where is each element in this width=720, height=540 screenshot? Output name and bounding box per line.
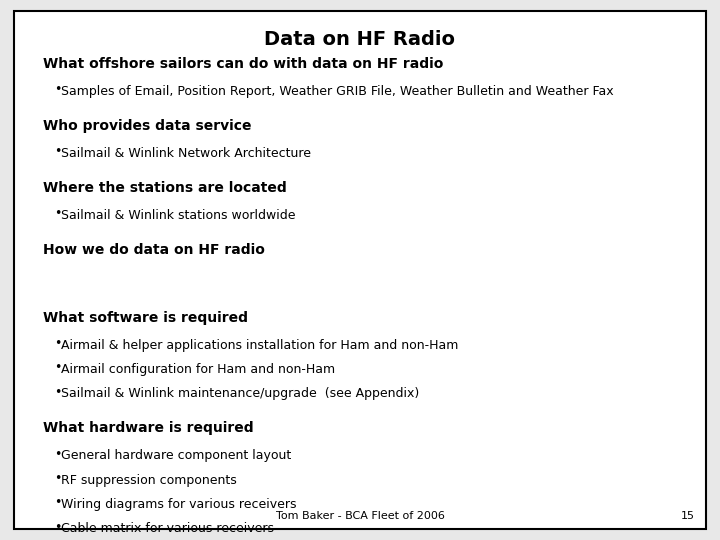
Text: •: • — [54, 386, 61, 399]
Text: •: • — [54, 337, 61, 350]
Text: •: • — [54, 207, 61, 220]
Text: Where the stations are located: Where the stations are located — [43, 181, 287, 195]
Text: •: • — [54, 472, 61, 485]
Text: •: • — [54, 521, 61, 534]
Text: •: • — [54, 145, 61, 158]
Text: Cable matrix for various receivers: Cable matrix for various receivers — [61, 522, 274, 535]
Text: Sailmail & Winlink Network Architecture: Sailmail & Winlink Network Architecture — [61, 147, 311, 160]
Text: Airmail & helper applications installation for Ham and non-Ham: Airmail & helper applications installati… — [61, 339, 459, 352]
Text: How we do data on HF radio: How we do data on HF radio — [43, 243, 265, 257]
Text: •: • — [54, 448, 61, 461]
Text: Sailmail & Winlink stations worldwide: Sailmail & Winlink stations worldwide — [61, 209, 296, 222]
Text: Tom Baker - BCA Fleet of 2006: Tom Baker - BCA Fleet of 2006 — [276, 511, 444, 521]
Text: What offshore sailors can do with data on HF radio: What offshore sailors can do with data o… — [43, 57, 444, 71]
Text: General hardware component layout: General hardware component layout — [61, 449, 292, 462]
Text: 15: 15 — [681, 511, 695, 521]
Text: •: • — [54, 496, 61, 509]
Text: •: • — [54, 83, 61, 96]
Text: Airmail configuration for Ham and non-Ham: Airmail configuration for Ham and non-Ha… — [61, 363, 336, 376]
Text: •: • — [54, 361, 61, 374]
Text: Sailmail & Winlink maintenance/upgrade  (see Appendix): Sailmail & Winlink maintenance/upgrade (… — [61, 387, 420, 400]
Text: RF suppression components: RF suppression components — [61, 474, 237, 487]
Text: What hardware is required: What hardware is required — [43, 421, 254, 435]
Text: Samples of Email, Position Report, Weather GRIB File, Weather Bulletin and Weath: Samples of Email, Position Report, Weath… — [61, 85, 614, 98]
Text: Data on HF Radio: Data on HF Radio — [264, 30, 456, 49]
Text: What software is required: What software is required — [43, 310, 248, 325]
Text: Who provides data service: Who provides data service — [43, 119, 252, 133]
Text: Wiring diagrams for various receivers: Wiring diagrams for various receivers — [61, 498, 297, 511]
